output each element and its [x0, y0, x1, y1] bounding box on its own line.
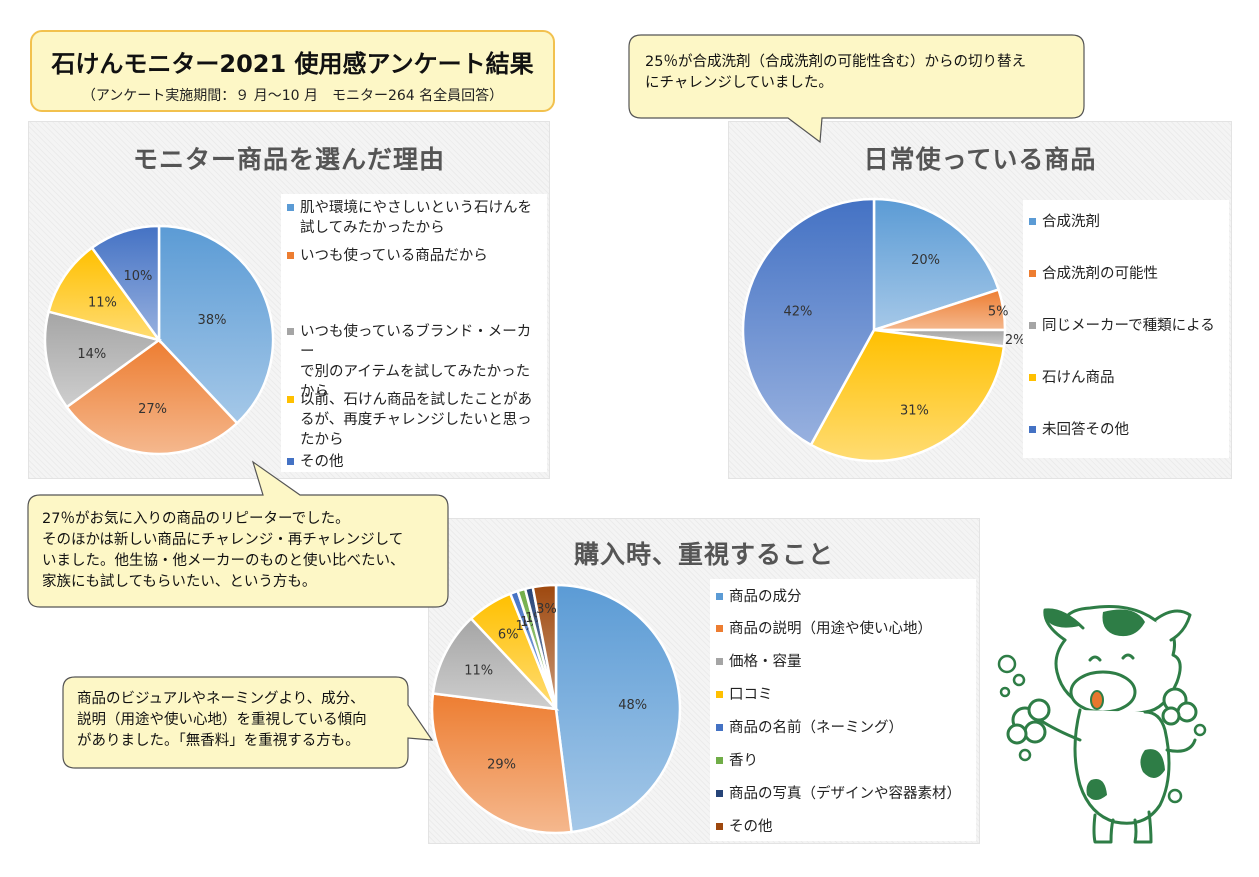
callout-top-right: 25％が合成洗剤（合成洗剤の可能性含む）からの切り替え にチャレンジしていました…	[645, 52, 1026, 94]
pie-slice-reasons-4	[90, 224, 161, 344]
legend-label: 石けん商品	[1042, 370, 1115, 386]
legend-label: 商品の名前（ネーミング）	[729, 720, 903, 736]
pie-chart-reasons: 38% 27% 14% 11% 10%	[43, 224, 275, 456]
legend-label: 商品の写真（デザインや容器素材）	[729, 786, 961, 802]
pie-slice-reasons-3	[47, 246, 163, 343]
data-label-reasons-2: 14%	[77, 347, 106, 362]
legend-reasons: 肌や環境にやさしいという石けんを 試してみたかったからいつも使っている商品だからい…	[281, 194, 547, 472]
legend-swatch	[716, 593, 723, 600]
legend-label: 商品の説明（用途や使い心地）	[729, 621, 932, 637]
data-label-reasons-1: 27%	[138, 402, 167, 417]
legend-swatch	[287, 458, 294, 465]
legend-swatch	[716, 790, 723, 797]
pie-slice-daily-4	[741, 197, 876, 447]
legend-swatch	[1029, 322, 1036, 329]
legend-swatch	[716, 691, 723, 698]
legend-swatch	[716, 724, 723, 731]
legend-label: 以前、石けん商品を試したことがあ るが、再度チャレンジしたいと思っ たから	[300, 392, 532, 448]
pie-slice-daily-3	[809, 328, 1006, 463]
legend-swatch	[716, 658, 723, 665]
legend-label: 同じメーカーで種類による	[1042, 318, 1215, 334]
chart-title-purchase: 購入時、重視すること	[573, 540, 834, 569]
pie-slice-daily-0	[872, 197, 1001, 332]
callout-line: 商品のビジュアルやネーミングより、成分、	[77, 691, 365, 707]
legend-label: 香り	[729, 753, 758, 769]
legend-swatch	[1029, 426, 1036, 433]
cow-mascot-illustration	[997, 605, 1207, 844]
legend-label: 肌や環境にやさしいという石けんを 試してみたかったから	[300, 200, 532, 236]
pie-chart-daily: 20% 5% 2% 31% 42%	[741, 197, 1026, 463]
chart-panel-reasons: モニター商品を選んだ理由 38% 27% 14% 11% 10% 肌や環境にやさしいとい…	[28, 121, 550, 479]
legend-label: 未回答その他	[1042, 422, 1129, 438]
data-label-reasons-4: 10%	[123, 269, 152, 284]
chart-panel-purchase: 購入時、重視すること 48% 29% 11% 6% 1% 1% 1% 3% 商品の成分 商品の説…	[428, 518, 980, 844]
data-label-daily-2: 2%	[1005, 333, 1026, 348]
callout-middle-left: 27％がお気に入りの商品のリピーターでした。 そのほかは新しい商品にチャレンジ・…	[42, 509, 405, 593]
data-label-daily-1: 5%	[988, 304, 1009, 319]
data-label-reasons-3: 11%	[88, 296, 117, 311]
data-label-daily-4: 42%	[783, 305, 812, 320]
pie-slice-reasons-2	[43, 310, 162, 409]
callout-line: いました。他生協・他メーカーのものと使い比べたい、	[42, 553, 405, 569]
legend-swatch	[716, 757, 723, 764]
legend-swatch	[287, 252, 294, 259]
legend-swatch	[287, 396, 294, 403]
pie-slice-reasons-0	[157, 224, 275, 425]
legend-swatch	[287, 204, 294, 211]
chart-panel-daily: 日常使っている商品 20% 5% 2% 31% 42% 合成洗剤合成洗剤の可能性同じメー…	[728, 121, 1232, 479]
legend-swatch	[1029, 218, 1036, 225]
data-label-purchase-0: 48%	[618, 698, 647, 713]
chart-title-reasons: モニター商品を選んだ理由	[132, 145, 445, 174]
legend-swatch	[287, 328, 294, 335]
data-label-purchase-2: 11%	[464, 664, 493, 679]
pie-chart-purchase: 48%29%11%6%1%1%1%3%	[430, 583, 682, 835]
callout-line: がありました。「無香料」を重視する方も。	[77, 733, 360, 749]
pie-slice-reasons-1	[65, 338, 239, 456]
pie-slice-purchase-0	[554, 583, 682, 834]
data-label-purchase-1: 29%	[487, 757, 516, 772]
data-label-purchase-7: 3%	[536, 602, 557, 617]
page-title: 石けんモニター2021 使用感アンケート結果	[51, 50, 534, 78]
callout-line: 27％がお気に入りの商品のリピーターでした。	[42, 511, 350, 527]
legend-label: その他	[300, 454, 344, 470]
legend-label: 口コミ	[729, 687, 773, 703]
callout-line: 家族にも試してもらいたい、という方も。	[42, 574, 317, 590]
page-subtitle: （アンケート実施期間：９ 月～10 月 モニター264 名全員回答）	[81, 88, 504, 104]
legend-swatch	[1029, 374, 1036, 381]
legend-swatch	[716, 823, 723, 830]
data-label-reasons-0: 38%	[198, 313, 227, 328]
pie-slice-purchase-7	[531, 583, 558, 710]
data-label-daily-3: 31%	[900, 403, 929, 418]
callout-line: そのほかは新しい商品にチャレンジ・再チャレンジして	[42, 532, 404, 548]
legend-label: 合成洗剤の可能性	[1042, 266, 1158, 282]
title-box: 石けんモニター2021 使用感アンケート結果 （アンケート実施期間：９ 月～10…	[30, 30, 555, 112]
data-label-purchase-3: 6%	[498, 628, 519, 643]
legend-label: いつも使っているブランド・メーカー で別のアイテムを試してみたかった から	[300, 324, 532, 400]
chart-title-daily: 日常使っている商品	[863, 145, 1097, 174]
legend-swatch	[716, 625, 723, 632]
callout-line: 説明（用途や使い心地）を重視している傾向	[77, 712, 367, 728]
data-label-daily-0: 20%	[911, 253, 940, 268]
legend-label: 合成洗剤	[1042, 214, 1100, 230]
callout-line: 25％が合成洗剤（合成洗剤の可能性含む）からの切り替え	[645, 54, 1026, 70]
legend-label: 商品の成分	[729, 589, 802, 605]
pie-slice-purchase-2	[431, 616, 560, 711]
legend-swatch	[1029, 270, 1036, 277]
callout-line: にチャレンジしていました。	[645, 75, 833, 91]
legend-daily: 合成洗剤合成洗剤の可能性同じメーカーで種類による 石けん商品未回答その他	[1023, 200, 1229, 458]
legend-label: 価格・容量	[729, 654, 802, 670]
legend-purchase: 商品の成分商品の説明（用途や使い心地） 価格・容量口コミ商品の名前（ネーミング） 香…	[710, 579, 976, 841]
legend-label: いつも使っている商品だから	[300, 248, 488, 264]
callout-bottom-left: 商品のビジュアルやネーミングより、成分、 説明（用途や使い心地）を重視している傾…	[77, 689, 367, 752]
legend-label: その他	[729, 819, 773, 835]
